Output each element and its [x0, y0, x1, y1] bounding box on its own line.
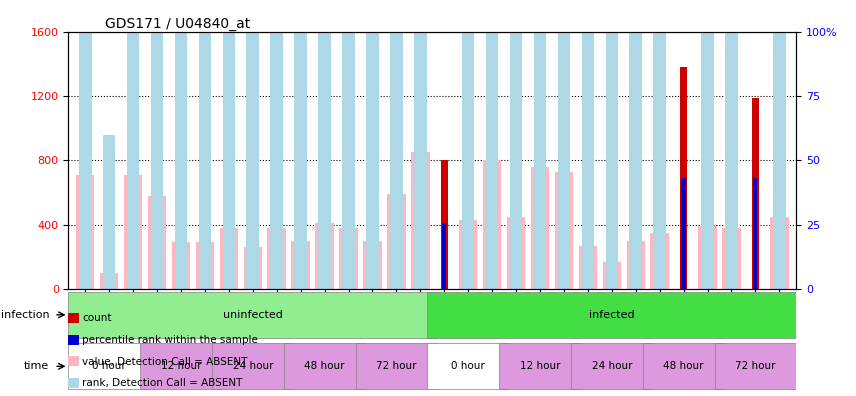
Text: GDS171 / U04840_at: GDS171 / U04840_at [105, 17, 250, 30]
Bar [486, 0, 498, 289]
Bar [247, 0, 259, 289]
Text: uninfected: uninfected [223, 310, 282, 320]
Bar [76, 175, 94, 289]
Bar [507, 217, 526, 289]
Text: 0 hour: 0 hour [451, 361, 485, 371]
FancyBboxPatch shape [715, 343, 796, 390]
Bar [483, 160, 502, 289]
Text: rank, Detection Call = ABSENT: rank, Detection Call = ABSENT [82, 378, 242, 388]
Bar [103, 135, 116, 289]
Bar [294, 0, 307, 289]
Bar [196, 242, 214, 289]
Bar [579, 246, 597, 289]
Text: 12 hour: 12 hour [161, 361, 201, 371]
Bar [651, 233, 669, 289]
Bar [443, 223, 446, 289]
Bar [698, 227, 716, 289]
Bar [555, 171, 574, 289]
Bar [725, 0, 738, 289]
Text: time: time [24, 361, 50, 371]
Bar [629, 0, 642, 289]
Bar [390, 0, 402, 289]
FancyBboxPatch shape [499, 343, 580, 390]
Text: count: count [82, 313, 111, 323]
FancyBboxPatch shape [68, 291, 437, 338]
Bar [318, 0, 331, 289]
Bar [220, 228, 238, 289]
Bar [459, 220, 478, 289]
Bar [124, 175, 142, 289]
FancyBboxPatch shape [68, 343, 150, 390]
Bar [653, 0, 666, 289]
Text: 72 hour: 72 hour [735, 361, 776, 371]
Bar [127, 0, 140, 289]
Bar [557, 0, 570, 289]
Bar [681, 67, 687, 289]
Bar [441, 160, 448, 289]
Bar [339, 228, 358, 289]
Bar [510, 0, 522, 289]
Bar [363, 241, 382, 289]
Text: value, Detection Call = ABSENT: value, Detection Call = ABSENT [82, 356, 247, 367]
Bar [223, 0, 235, 289]
Bar [151, 0, 163, 289]
Text: 48 hour: 48 hour [663, 361, 704, 371]
Bar [701, 0, 714, 289]
Text: 0 hour: 0 hour [92, 361, 126, 371]
Bar [148, 196, 166, 289]
FancyBboxPatch shape [571, 343, 652, 390]
Bar [79, 0, 92, 289]
Bar [366, 0, 378, 289]
Bar [753, 178, 758, 289]
Bar [387, 194, 406, 289]
Bar [531, 167, 550, 289]
Bar [270, 0, 283, 289]
Text: 24 hour: 24 hour [233, 361, 273, 371]
Bar [291, 241, 310, 289]
Text: infected: infected [589, 310, 634, 320]
Bar [175, 0, 187, 289]
Bar [414, 0, 426, 289]
Text: 24 hour: 24 hour [591, 361, 632, 371]
Bar [627, 241, 645, 289]
Bar [770, 217, 788, 289]
FancyBboxPatch shape [140, 343, 222, 390]
FancyBboxPatch shape [284, 343, 366, 390]
Bar [315, 223, 334, 289]
FancyBboxPatch shape [427, 291, 796, 338]
Text: 48 hour: 48 hour [305, 361, 345, 371]
Bar [581, 0, 594, 289]
Bar [342, 0, 354, 289]
FancyBboxPatch shape [356, 343, 437, 390]
Bar [722, 228, 740, 289]
Text: 72 hour: 72 hour [376, 361, 417, 371]
Bar [462, 0, 474, 289]
Bar [773, 0, 786, 289]
FancyBboxPatch shape [643, 343, 724, 390]
FancyBboxPatch shape [427, 343, 508, 390]
Bar [411, 152, 430, 289]
Bar [267, 228, 286, 289]
Bar [244, 247, 262, 289]
Bar [681, 178, 686, 289]
Bar [603, 262, 621, 289]
Bar [199, 0, 211, 289]
Bar [100, 273, 118, 289]
Text: infection: infection [1, 310, 50, 320]
Bar [172, 242, 190, 289]
Text: percentile rank within the sample: percentile rank within the sample [82, 335, 258, 345]
Bar [533, 0, 546, 289]
Text: 12 hour: 12 hour [520, 361, 560, 371]
FancyBboxPatch shape [212, 343, 294, 390]
Bar [752, 98, 758, 289]
Bar [605, 32, 618, 289]
